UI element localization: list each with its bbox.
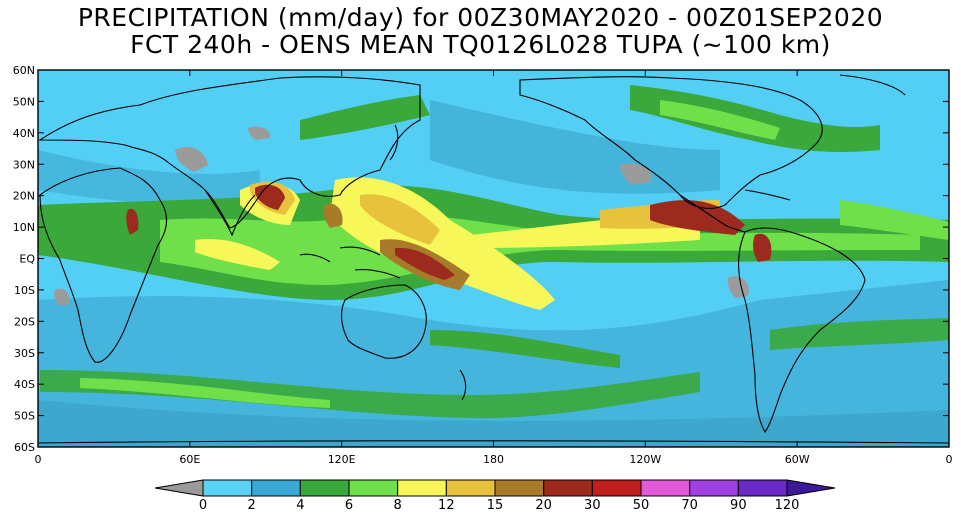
longitude-axis: 0 60E 120E 180 120W 60W 0: [35, 70, 953, 466]
lat-tick-label: 50N: [13, 95, 35, 108]
colorbar-label: 90: [730, 498, 747, 512]
colorbar-label: 4: [296, 498, 304, 512]
lat-tick-label: 30S: [14, 347, 35, 360]
colorbar-underflow: [154, 479, 204, 497]
colorbar-label: 2: [248, 498, 256, 512]
colorbar-swatch: [591, 479, 642, 497]
colorbar-label: 50: [633, 498, 650, 512]
colorbar-label: 6: [345, 498, 353, 512]
colorbar-label: 120: [775, 498, 800, 512]
latitude-axis: 60N 50N 40N 30N 20N 10N EQ 10S 20S 30S 40S 50S 60S: [13, 64, 949, 454]
lat-tick-label: 40N: [13, 127, 35, 140]
colorbar-swatch: [737, 479, 788, 497]
colorbar-swatch: [251, 479, 301, 497]
colorbar-label: 12: [438, 498, 455, 512]
colorbar-swatch: [640, 479, 691, 497]
lat-tick-label: 20S: [14, 315, 35, 328]
colorbar-swatch: [494, 479, 545, 497]
colorbar-swatch: [689, 479, 739, 497]
lon-tick-label: 60W: [785, 453, 810, 466]
precip-field: [38, 70, 949, 447]
colorbar-label: 15: [487, 498, 504, 512]
colorbar-swatch: [348, 479, 399, 497]
lat-tick-label: 10S: [14, 284, 35, 297]
lat-tick-label: 10N: [13, 221, 35, 234]
colorbar-swatch: [397, 479, 447, 497]
map-title-line2: FCT 240h - OENS MEAN TQ0126L028 TUPA (~1…: [130, 30, 831, 59]
lat-tick-label: 60S: [14, 441, 35, 454]
lat-tick-label: 20N: [13, 190, 35, 203]
colorbar-swatch: [202, 479, 253, 497]
colorbar-label: 20: [535, 498, 552, 512]
colorbar-swatch: [543, 479, 593, 497]
colorbar-overflow: [786, 479, 836, 497]
lat-tick-label: EQ: [19, 253, 35, 266]
colorbar-label: 0: [199, 498, 207, 512]
colorbar-swatch: [299, 479, 350, 497]
lat-tick-label: 40S: [14, 378, 35, 391]
colorbar-label: 70: [681, 498, 698, 512]
lon-tick-label: 60E: [179, 453, 200, 466]
lat-tick-label: 60N: [13, 64, 35, 77]
colorbar-swatch: [445, 479, 496, 497]
lon-tick-label: 0: [35, 453, 42, 466]
lon-tick-label: 120W: [629, 453, 661, 466]
colorbar-label: 8: [394, 498, 402, 512]
map-title-line1: PRECIPITATION (mm/day) for 00Z30MAY2020 …: [77, 3, 884, 32]
coastlines: [38, 74, 949, 444]
lat-tick-label: 50S: [14, 410, 35, 423]
lon-tick-label: 120E: [328, 453, 356, 466]
colorbar: 0 2 4 6 8 12 15 20 30 50 70 90 120: [154, 479, 836, 512]
colorbar-label: 30: [584, 498, 601, 512]
lon-tick-label: 180: [483, 453, 504, 466]
lat-tick-label: 30N: [13, 158, 35, 171]
lon-tick-label: 0: [946, 453, 953, 466]
